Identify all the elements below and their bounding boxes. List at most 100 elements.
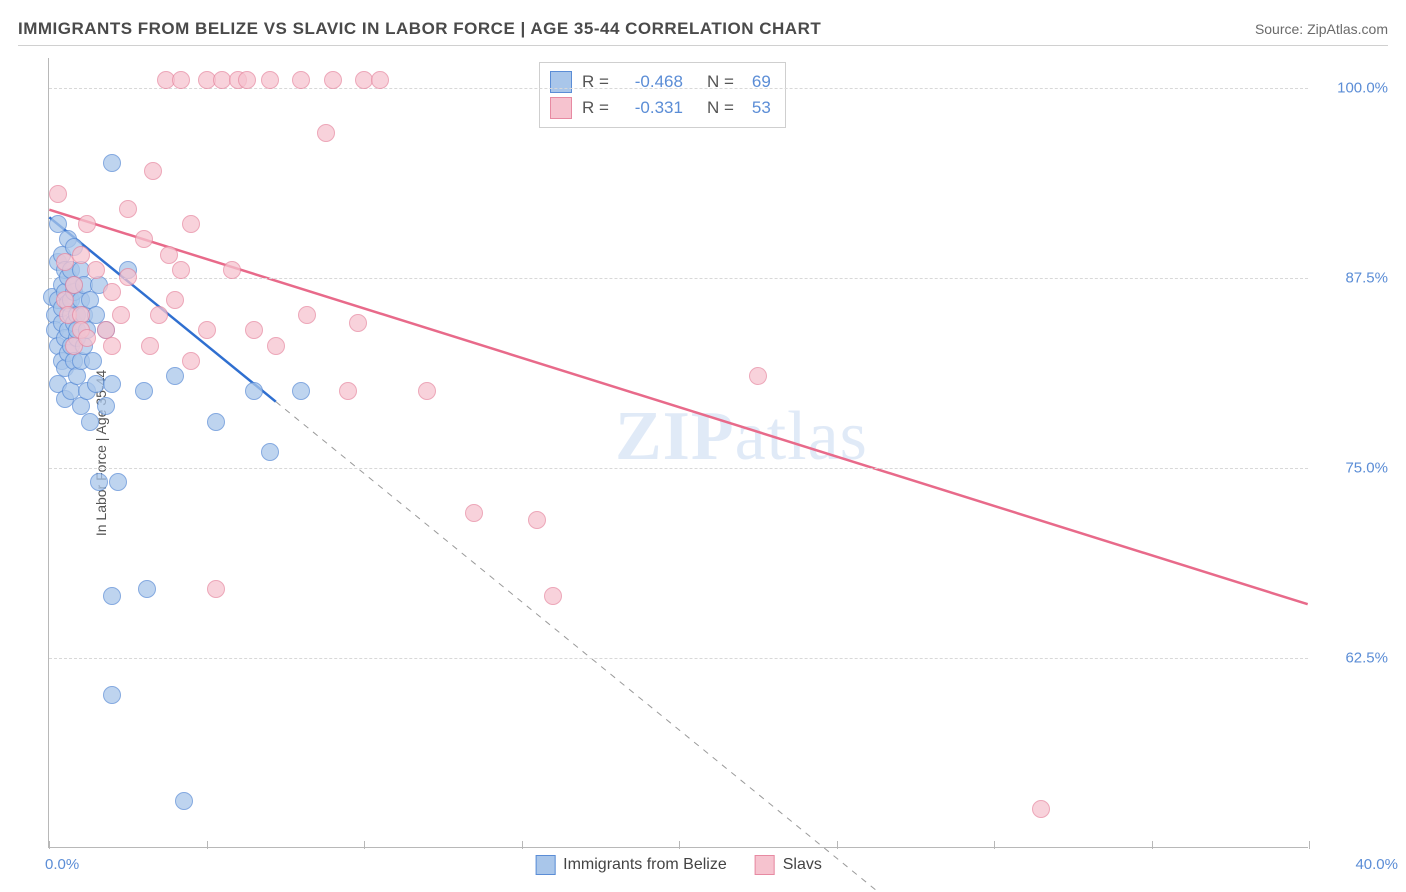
data-point-slavs xyxy=(317,124,335,142)
data-point-slavs xyxy=(544,587,562,605)
r-value-belize: -0.468 xyxy=(619,69,683,95)
data-point-slavs xyxy=(87,261,105,279)
data-point-slavs xyxy=(172,261,190,279)
x-tick xyxy=(522,841,523,849)
y-tick-label: 62.5% xyxy=(1318,650,1388,667)
data-point-slavs xyxy=(749,367,767,385)
data-point-slavs xyxy=(182,215,200,233)
data-point-slavs xyxy=(371,71,389,89)
data-point-belize xyxy=(207,413,225,431)
data-point-slavs xyxy=(166,291,184,309)
x-tick xyxy=(1152,841,1153,849)
data-point-belize xyxy=(166,367,184,385)
x-tick xyxy=(679,841,680,849)
data-point-slavs xyxy=(261,71,279,89)
data-point-belize xyxy=(103,154,121,172)
data-point-slavs xyxy=(119,200,137,218)
legend-label-belize: Immigrants from Belize xyxy=(563,856,727,874)
data-point-slavs xyxy=(223,261,241,279)
data-point-belize xyxy=(135,382,153,400)
series-legend: Immigrants from Belize Slavs xyxy=(535,855,822,875)
x-tick xyxy=(364,841,365,849)
data-point-slavs xyxy=(292,71,310,89)
data-point-slavs xyxy=(78,329,96,347)
data-point-slavs xyxy=(160,246,178,264)
data-point-slavs xyxy=(245,321,263,339)
watermark-bold: ZIP xyxy=(615,398,735,475)
chart-title: IMMIGRANTS FROM BELIZE VS SLAVIC IN LABO… xyxy=(18,19,821,39)
data-point-slavs xyxy=(324,71,342,89)
y-tick-label: 75.0% xyxy=(1318,460,1388,477)
chart-area: In Labor Force | Age 35-44 ZIPatlas R =-… xyxy=(48,58,1308,848)
x-tick xyxy=(207,841,208,849)
n-label: N = xyxy=(707,69,734,95)
watermark-light: atlas xyxy=(735,398,868,475)
data-point-belize xyxy=(84,352,102,370)
x-tick xyxy=(49,841,50,849)
corr-legend-row-belize: R = -0.468 N = 69 xyxy=(550,69,771,95)
swatch-slavs xyxy=(550,97,572,119)
data-point-slavs xyxy=(141,337,159,355)
r-label: R = xyxy=(582,95,609,121)
data-point-belize xyxy=(245,382,263,400)
data-point-slavs xyxy=(182,352,200,370)
data-point-slavs xyxy=(119,268,137,286)
data-point-slavs xyxy=(1032,800,1050,818)
data-point-slavs xyxy=(349,314,367,332)
data-point-slavs xyxy=(528,511,546,529)
data-point-belize xyxy=(103,375,121,393)
data-point-slavs xyxy=(135,230,153,248)
data-point-slavs xyxy=(49,185,67,203)
data-point-slavs xyxy=(103,337,121,355)
legend-item-belize: Immigrants from Belize xyxy=(535,855,727,875)
source-label: Source: ZipAtlas.com xyxy=(1255,21,1388,37)
n-value-slavs: 53 xyxy=(752,95,771,121)
data-point-slavs xyxy=(298,306,316,324)
legend-label-slavs: Slavs xyxy=(783,856,822,874)
data-point-belize xyxy=(109,473,127,491)
trend-line-belize-extrapolated xyxy=(276,402,1308,892)
corr-legend-row-slavs: R = -0.331 N = 53 xyxy=(550,95,771,121)
data-point-slavs xyxy=(465,504,483,522)
data-point-belize xyxy=(103,587,121,605)
r-value-slavs: -0.331 xyxy=(619,95,683,121)
data-point-slavs xyxy=(238,71,256,89)
data-point-slavs xyxy=(72,246,90,264)
correlation-legend: R = -0.468 N = 69 R = -0.331 N = 53 xyxy=(539,62,786,128)
swatch-belize xyxy=(535,855,555,875)
data-point-belize xyxy=(261,443,279,461)
data-point-slavs xyxy=(267,337,285,355)
legend-item-slavs: Slavs xyxy=(755,855,822,875)
n-value-belize: 69 xyxy=(752,69,771,95)
data-point-belize xyxy=(175,792,193,810)
data-point-slavs xyxy=(172,71,190,89)
data-point-slavs xyxy=(339,382,357,400)
gridline-h xyxy=(49,468,1308,469)
x-tick xyxy=(994,841,995,849)
trend-lines xyxy=(49,58,1308,847)
data-point-belize xyxy=(138,580,156,598)
data-point-slavs xyxy=(103,283,121,301)
x-tick xyxy=(837,841,838,849)
data-point-slavs xyxy=(198,321,216,339)
x-tick xyxy=(1309,841,1310,849)
data-point-belize xyxy=(81,413,99,431)
data-point-belize xyxy=(90,473,108,491)
data-point-slavs xyxy=(65,276,83,294)
title-bar: IMMIGRANTS FROM BELIZE VS SLAVIC IN LABO… xyxy=(18,18,1388,46)
data-point-belize xyxy=(292,382,310,400)
data-point-belize xyxy=(97,397,115,415)
x-axis-min-label: 0.0% xyxy=(45,856,79,873)
watermark: ZIPatlas xyxy=(615,397,868,477)
plot-region: ZIPatlas R =-0.468N =69R =-0.331N =53 0.… xyxy=(48,58,1308,848)
data-point-slavs xyxy=(144,162,162,180)
data-point-slavs xyxy=(112,306,130,324)
gridline-h xyxy=(49,278,1308,279)
data-point-slavs xyxy=(150,306,168,324)
n-label: N = xyxy=(707,95,734,121)
y-tick-label: 100.0% xyxy=(1318,80,1388,97)
swatch-belize xyxy=(550,71,572,93)
r-label: R = xyxy=(582,69,609,95)
gridline-h xyxy=(49,658,1308,659)
data-point-slavs xyxy=(207,580,225,598)
